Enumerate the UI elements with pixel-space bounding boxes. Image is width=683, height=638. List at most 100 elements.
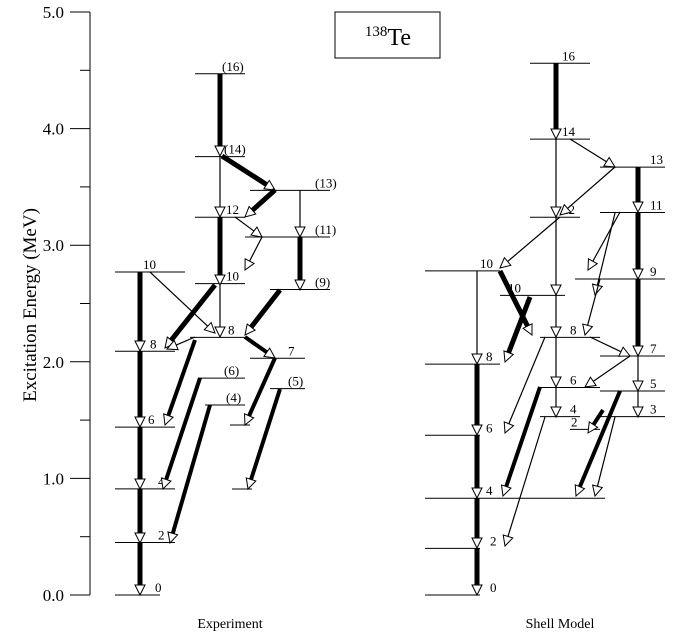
level-label: (13) bbox=[315, 175, 337, 190]
level-label: (16) bbox=[222, 59, 244, 74]
level-label: 8 bbox=[228, 322, 235, 337]
transition bbox=[170, 404, 212, 534]
arrowhead bbox=[603, 156, 616, 168]
arrowhead bbox=[134, 478, 146, 491]
element-symbol: Te bbox=[387, 25, 411, 51]
transition bbox=[234, 216, 255, 232]
arrowhead bbox=[574, 484, 586, 498]
arrowhead bbox=[499, 256, 512, 269]
y-tick-label: 1.0 bbox=[43, 469, 64, 488]
arrowhead bbox=[134, 416, 146, 429]
level-label: 2 bbox=[571, 414, 578, 429]
arrowhead bbox=[632, 406, 644, 419]
transition bbox=[591, 408, 605, 426]
arrowhead bbox=[550, 326, 562, 339]
arrowhead bbox=[618, 346, 632, 357]
y-tick-label: 2.0 bbox=[43, 353, 64, 372]
arrowhead bbox=[134, 584, 146, 597]
level-label: 4 bbox=[486, 483, 493, 498]
transition bbox=[164, 377, 202, 481]
arrowhead bbox=[632, 201, 644, 214]
level-label: 10 bbox=[143, 257, 156, 272]
transition bbox=[587, 278, 601, 326]
transition bbox=[592, 355, 631, 382]
arrowhead bbox=[584, 376, 597, 388]
arrowhead bbox=[550, 376, 562, 389]
level-label: 8 bbox=[570, 322, 577, 337]
arrowhead bbox=[203, 321, 216, 334]
arrowhead bbox=[591, 484, 604, 498]
transition bbox=[175, 336, 196, 346]
mass-number: 138 bbox=[365, 24, 388, 40]
transition bbox=[250, 188, 277, 213]
level-label: 6 bbox=[148, 412, 155, 427]
arrowhead bbox=[214, 206, 226, 219]
arrowhead bbox=[632, 380, 644, 393]
arrowhead bbox=[165, 339, 179, 351]
level-label: 2 bbox=[158, 528, 165, 543]
arrowhead bbox=[503, 350, 515, 364]
level-label: 10 bbox=[480, 256, 493, 271]
y-tick-label: 0.0 bbox=[43, 586, 64, 605]
arrowhead bbox=[471, 584, 483, 597]
arrowhead bbox=[471, 424, 483, 437]
y-axis-label: Excitation Energy (MeV) bbox=[20, 208, 41, 402]
nucleus-name: 138Te bbox=[365, 24, 411, 51]
level-label: 0 bbox=[490, 580, 497, 595]
transition bbox=[149, 271, 209, 327]
level-label: 12 bbox=[226, 202, 239, 217]
transition bbox=[504, 386, 542, 488]
level-label: (14) bbox=[224, 142, 246, 157]
arrowhead bbox=[550, 206, 562, 219]
arrowhead bbox=[550, 128, 562, 141]
arrowhead bbox=[214, 326, 226, 339]
transition bbox=[507, 416, 546, 537]
level-label: 16 bbox=[562, 48, 576, 63]
arrowhead bbox=[243, 413, 255, 427]
level-label: 14 bbox=[562, 124, 576, 139]
level-label: 7 bbox=[650, 341, 657, 356]
level-label: 5 bbox=[650, 376, 657, 391]
level-label: (9) bbox=[315, 275, 330, 290]
level-label: 3 bbox=[650, 402, 657, 417]
nucleus-box bbox=[334, 11, 441, 59]
level-label: (4) bbox=[226, 390, 241, 405]
arrowhead bbox=[503, 421, 515, 435]
arrowhead bbox=[134, 532, 146, 545]
arrowhead bbox=[263, 347, 276, 359]
arrowhead bbox=[294, 279, 306, 292]
arrowhead bbox=[244, 205, 257, 218]
arrowhead bbox=[134, 340, 146, 353]
level-label: 10 bbox=[226, 269, 239, 284]
transition bbox=[249, 388, 282, 481]
panel-title: Experiment bbox=[197, 617, 262, 632]
arrowhead bbox=[587, 258, 599, 271]
arrowhead bbox=[471, 353, 483, 366]
arrowhead bbox=[244, 258, 255, 271]
transition bbox=[169, 283, 217, 342]
arrowhead bbox=[550, 406, 562, 419]
transition bbox=[508, 336, 546, 424]
arrowhead bbox=[163, 413, 174, 427]
level-label: (6) bbox=[224, 363, 239, 378]
transition bbox=[592, 211, 621, 262]
arrowhead bbox=[500, 484, 512, 498]
arrowhead bbox=[244, 323, 257, 336]
y-tick-label: 3.0 bbox=[43, 236, 64, 255]
transition bbox=[506, 296, 533, 354]
transition bbox=[569, 138, 607, 163]
transition bbox=[243, 335, 268, 354]
arrowhead bbox=[245, 477, 257, 491]
level-label: 2 bbox=[490, 533, 497, 548]
transition bbox=[507, 216, 561, 262]
arrowhead bbox=[502, 534, 514, 548]
transition bbox=[220, 153, 268, 187]
arrowhead bbox=[214, 145, 226, 158]
panel-title: Shell Model bbox=[526, 617, 595, 632]
arrowhead bbox=[632, 268, 644, 281]
transition bbox=[589, 336, 622, 353]
arrowhead bbox=[582, 323, 594, 337]
arrowhead bbox=[587, 421, 599, 434]
transition bbox=[596, 416, 616, 487]
